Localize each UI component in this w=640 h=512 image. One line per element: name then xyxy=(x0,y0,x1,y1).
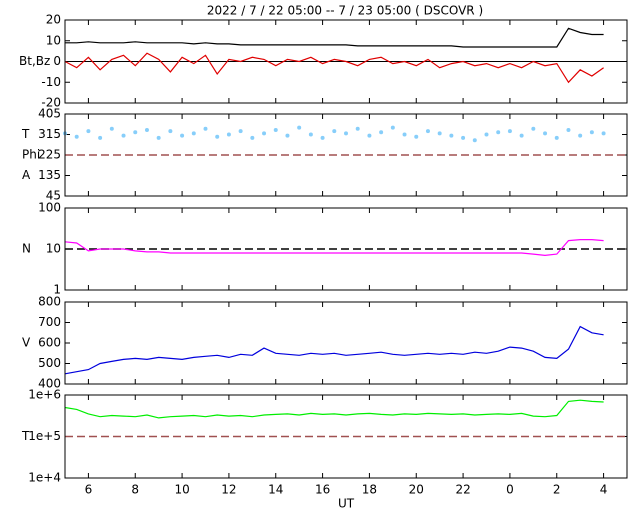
x-tick-label: 16 xyxy=(315,483,330,497)
data-point xyxy=(74,134,79,139)
x-tick-label: 2 xyxy=(553,483,561,497)
data-point xyxy=(496,130,501,135)
x-tick-label: 18 xyxy=(362,483,377,497)
data-point xyxy=(203,126,208,131)
data-point xyxy=(121,133,126,138)
data-point xyxy=(332,129,337,134)
y-tick-label: 0 xyxy=(53,54,61,68)
x-tick-label: 12 xyxy=(221,483,236,497)
x-axis-label: UT xyxy=(338,497,355,511)
data-point xyxy=(425,129,430,134)
data-point xyxy=(543,131,548,136)
y-tick-label: 100 xyxy=(38,201,61,215)
data-point xyxy=(390,125,395,130)
data-point xyxy=(250,135,255,140)
x-tick-label: 0 xyxy=(506,483,514,497)
y-tick-label: -10 xyxy=(41,75,61,89)
data-point xyxy=(238,129,243,134)
panel-frame xyxy=(64,19,628,104)
data-point xyxy=(320,135,325,140)
chart-title: 2022 / 7 / 22 05:00 -- 7 / 23 05:00 ( DS… xyxy=(207,4,483,18)
y-tick-label: 1 xyxy=(53,283,61,297)
y-tick-label: 20 xyxy=(46,13,61,27)
x-tick-label: 4 xyxy=(600,483,608,497)
y-axis-label: Bt,Bz xyxy=(19,54,50,68)
y-tick-label: 1e+4 xyxy=(28,471,61,485)
y-tick-label: 700 xyxy=(38,315,61,329)
x-tick-label: 10 xyxy=(174,483,189,497)
data-point xyxy=(519,133,524,138)
y-tick-label: -20 xyxy=(41,96,61,110)
data-point xyxy=(344,131,348,136)
y-tick-label: 225 xyxy=(38,148,61,162)
panel-frame xyxy=(64,301,628,385)
data-point xyxy=(215,134,220,139)
series-line xyxy=(64,399,604,419)
data-point xyxy=(109,126,114,131)
y-axis-label: V xyxy=(22,336,31,350)
data-point xyxy=(144,127,149,132)
data-point xyxy=(507,129,512,134)
series-line xyxy=(64,239,604,257)
y-axis-label: T xyxy=(21,429,30,443)
y-tick-label: 800 xyxy=(38,295,61,309)
data-point xyxy=(461,135,466,140)
data-point xyxy=(156,135,161,140)
y-tick-label: 45 xyxy=(46,189,61,203)
y-tick-label: 10 xyxy=(46,33,61,47)
data-point xyxy=(449,133,454,138)
data-point xyxy=(133,130,138,135)
data-point xyxy=(285,133,290,138)
data-point xyxy=(437,131,442,136)
data-point xyxy=(566,127,571,132)
y-tick-label: 600 xyxy=(38,336,61,350)
data-point xyxy=(226,132,231,137)
x-tick-label: 8 xyxy=(131,483,139,497)
data-point xyxy=(273,127,278,132)
panel-frame xyxy=(64,113,628,197)
data-point xyxy=(379,130,384,135)
y-tick-label: 400 xyxy=(38,377,61,391)
data-point xyxy=(308,132,313,137)
y-axis-label: N xyxy=(22,242,31,256)
data-point xyxy=(180,133,185,138)
data-point xyxy=(554,135,559,140)
data-point xyxy=(191,131,196,136)
y-axis-label: Phi xyxy=(22,148,40,162)
x-tick-label: 14 xyxy=(268,483,283,497)
y-tick-label: 10 xyxy=(46,242,61,256)
y-tick-label: 315 xyxy=(38,127,61,141)
data-point xyxy=(168,129,173,134)
y-tick-label: 405 xyxy=(38,107,61,121)
series-line xyxy=(65,27,604,48)
y-axis-label: A xyxy=(22,168,31,182)
data-point xyxy=(601,131,606,136)
x-tick-label: 22 xyxy=(455,483,470,497)
data-point xyxy=(578,133,583,138)
series-line xyxy=(64,325,604,375)
y-tick-label: 500 xyxy=(38,356,61,370)
panel-frame xyxy=(64,394,628,479)
data-point xyxy=(472,138,477,143)
data-point xyxy=(414,134,419,139)
y-axis-label: T xyxy=(21,127,30,141)
data-point xyxy=(402,132,407,137)
y-tick-label: 1e+5 xyxy=(28,429,61,443)
data-point xyxy=(297,125,302,130)
data-point xyxy=(589,130,594,135)
data-point xyxy=(367,133,372,138)
data-point xyxy=(355,126,360,131)
data-point xyxy=(86,129,91,134)
y-tick-label: 135 xyxy=(38,168,61,182)
panel-frame xyxy=(64,207,628,291)
data-point xyxy=(531,126,536,131)
x-tick-label: 6 xyxy=(85,483,93,497)
x-tick-label: 20 xyxy=(409,483,424,497)
y-tick-label: 1e+6 xyxy=(28,388,61,402)
data-point xyxy=(262,131,267,136)
data-point xyxy=(98,135,103,140)
data-point xyxy=(484,132,489,137)
series-line xyxy=(64,52,604,84)
